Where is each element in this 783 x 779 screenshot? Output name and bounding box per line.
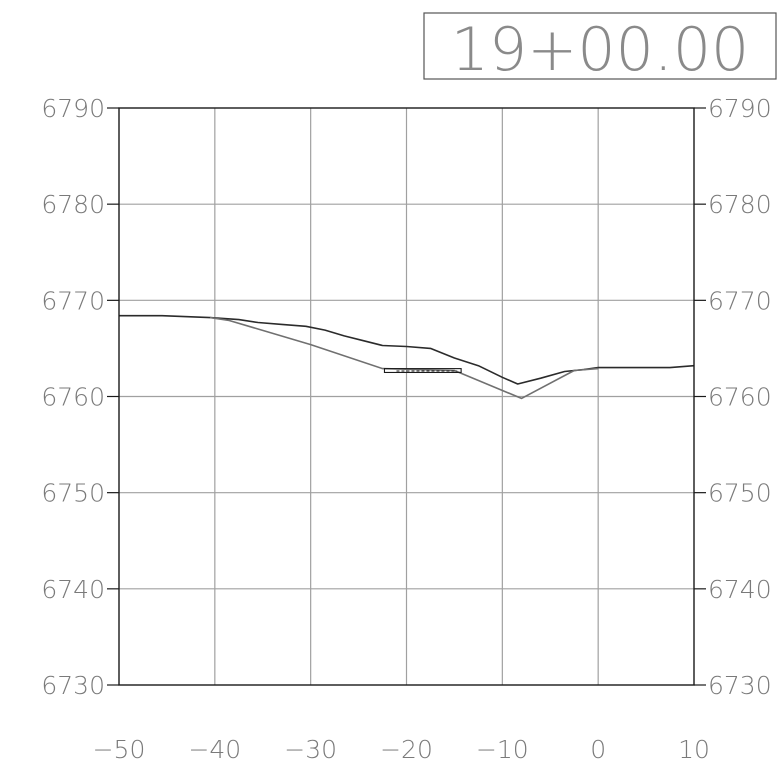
pipe-outline (383, 368, 462, 374)
y-tick-label-left: 6790 (41, 94, 105, 123)
y-tick-label-right: 6770 (708, 286, 772, 315)
y-tick-label-left: 6750 (41, 479, 105, 508)
x-tick-label: −50 (93, 735, 146, 764)
x-tick-label: −30 (284, 735, 337, 764)
profile-lines (119, 314, 695, 400)
y-tick-label-right: 6740 (708, 575, 772, 604)
x-tick-label: −40 (188, 735, 241, 764)
y-tick-label-right: 6780 (708, 190, 772, 219)
y-tick-label-right: 6760 (708, 383, 772, 412)
y-tick-label-left: 6770 (41, 286, 105, 315)
x-tick-label: 0 (590, 735, 606, 764)
y-tick-label-right: 6790 (708, 94, 772, 123)
x-tick-label: 10 (678, 735, 710, 764)
plot-frame (118, 107, 695, 686)
grid-lines (119, 108, 694, 685)
x-tick-label: −10 (476, 735, 529, 764)
y-tick-label-left: 6730 (41, 671, 105, 700)
y-axis-left: 6730 6740 6750 6760 6770 6780 6790 (41, 94, 119, 700)
y-tick-label-left: 6760 (41, 383, 105, 412)
station-label: 19+00.00 (451, 15, 749, 85)
station-label-box (423, 12, 777, 80)
y-tick-label-right: 6730 (708, 671, 772, 700)
proposed-grade-line (209, 316, 599, 400)
y-axis-right: 6730 6740 6750 6760 6770 6780 6790 (694, 94, 772, 700)
existing-ground-line (119, 314, 695, 385)
y-tick-label-left: 6780 (41, 190, 105, 219)
y-tick-label-left: 6740 (41, 575, 105, 604)
x-axis: −50 −40 −30 −20 −10 0 10 (93, 735, 710, 764)
y-tick-label-right: 6750 (708, 479, 772, 508)
pipe-structure (383, 368, 462, 374)
x-tick-label: −20 (380, 735, 433, 764)
